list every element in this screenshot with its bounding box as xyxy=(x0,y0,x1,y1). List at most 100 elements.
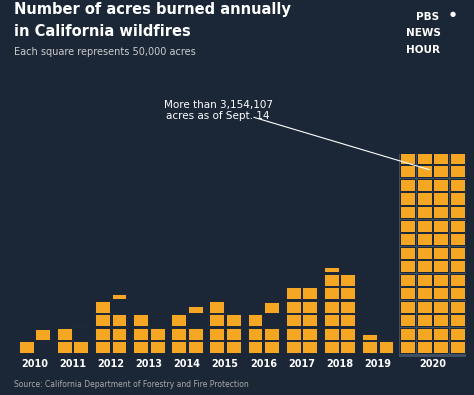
Bar xyxy=(111,341,127,354)
Bar xyxy=(400,341,415,354)
Bar xyxy=(417,314,431,326)
Text: More than 3,154,107
acres as of Sept. 14: More than 3,154,107 acres as of Sept. 14 xyxy=(164,100,273,121)
Bar xyxy=(210,314,224,326)
Text: Each square represents 50,000 acres: Each square represents 50,000 acres xyxy=(14,47,196,57)
Bar xyxy=(433,274,448,286)
Bar xyxy=(340,301,356,313)
Bar xyxy=(417,192,431,205)
Text: 2010: 2010 xyxy=(21,359,48,369)
Bar xyxy=(400,246,415,259)
Bar xyxy=(400,328,415,340)
Bar xyxy=(417,206,431,218)
Bar xyxy=(73,325,88,326)
Text: 2019: 2019 xyxy=(364,359,391,369)
Bar xyxy=(286,314,301,326)
Bar xyxy=(188,341,203,354)
Bar xyxy=(417,274,431,286)
Bar xyxy=(400,206,415,218)
Text: 2017: 2017 xyxy=(288,359,315,369)
Bar xyxy=(433,179,448,191)
Bar xyxy=(417,246,431,259)
Text: 2018: 2018 xyxy=(326,359,353,369)
Bar xyxy=(324,341,338,354)
Bar xyxy=(417,328,431,340)
Bar xyxy=(450,341,465,354)
Bar xyxy=(450,274,465,286)
Bar xyxy=(302,287,317,299)
Bar xyxy=(362,334,377,340)
Bar xyxy=(324,301,338,313)
Bar xyxy=(433,287,448,299)
Text: 2013: 2013 xyxy=(136,359,162,369)
Text: 2012: 2012 xyxy=(97,359,124,369)
Text: HOUR: HOUR xyxy=(406,45,440,55)
Bar xyxy=(400,233,415,245)
Bar xyxy=(111,314,127,326)
Bar xyxy=(302,301,317,313)
Bar xyxy=(450,328,465,340)
Bar xyxy=(417,301,431,313)
Bar xyxy=(150,341,164,354)
Bar xyxy=(400,260,415,272)
Bar xyxy=(400,274,415,286)
Bar xyxy=(450,206,465,218)
Bar xyxy=(171,341,186,354)
Bar xyxy=(450,192,465,205)
Bar xyxy=(433,220,448,231)
Text: 2020: 2020 xyxy=(419,359,446,369)
Bar xyxy=(324,314,338,326)
Bar xyxy=(324,267,338,272)
Text: in California wildfires: in California wildfires xyxy=(14,24,191,39)
Bar xyxy=(302,328,317,340)
Bar xyxy=(286,341,301,354)
Text: ●: ● xyxy=(450,11,456,17)
Bar xyxy=(417,179,431,191)
Bar xyxy=(450,233,465,245)
Bar xyxy=(302,314,317,326)
Bar xyxy=(73,341,88,354)
Bar xyxy=(150,328,164,340)
Bar xyxy=(286,287,301,299)
Bar xyxy=(171,314,186,326)
Bar xyxy=(450,260,465,272)
Bar xyxy=(264,302,279,313)
Bar xyxy=(450,314,465,326)
Bar xyxy=(400,166,415,177)
Bar xyxy=(417,152,431,164)
Bar xyxy=(450,152,465,164)
Bar xyxy=(400,220,415,231)
Bar xyxy=(433,138,448,150)
Bar xyxy=(247,328,263,340)
Text: NEWS: NEWS xyxy=(406,28,440,38)
Bar xyxy=(111,328,127,340)
Bar xyxy=(247,341,263,354)
Bar xyxy=(226,328,241,340)
Bar xyxy=(171,328,186,340)
Bar xyxy=(57,341,72,354)
Bar xyxy=(433,260,448,272)
Bar xyxy=(340,341,356,354)
Bar xyxy=(340,287,356,299)
Bar xyxy=(400,192,415,205)
Bar xyxy=(399,137,466,357)
Bar xyxy=(400,138,415,150)
Bar xyxy=(450,179,465,191)
Bar xyxy=(433,328,448,340)
Bar xyxy=(95,328,110,340)
Bar xyxy=(400,179,415,191)
Bar xyxy=(340,274,356,286)
Bar xyxy=(379,341,393,354)
Bar xyxy=(433,233,448,245)
Bar xyxy=(450,246,465,259)
Bar xyxy=(417,287,431,299)
Bar xyxy=(340,314,356,326)
Bar xyxy=(417,233,431,245)
Bar xyxy=(433,192,448,205)
Bar xyxy=(450,166,465,177)
Bar xyxy=(433,206,448,218)
Bar xyxy=(133,341,148,354)
Bar xyxy=(417,341,431,354)
Bar xyxy=(188,328,203,340)
Bar xyxy=(133,314,148,326)
Text: PBS: PBS xyxy=(416,11,439,22)
